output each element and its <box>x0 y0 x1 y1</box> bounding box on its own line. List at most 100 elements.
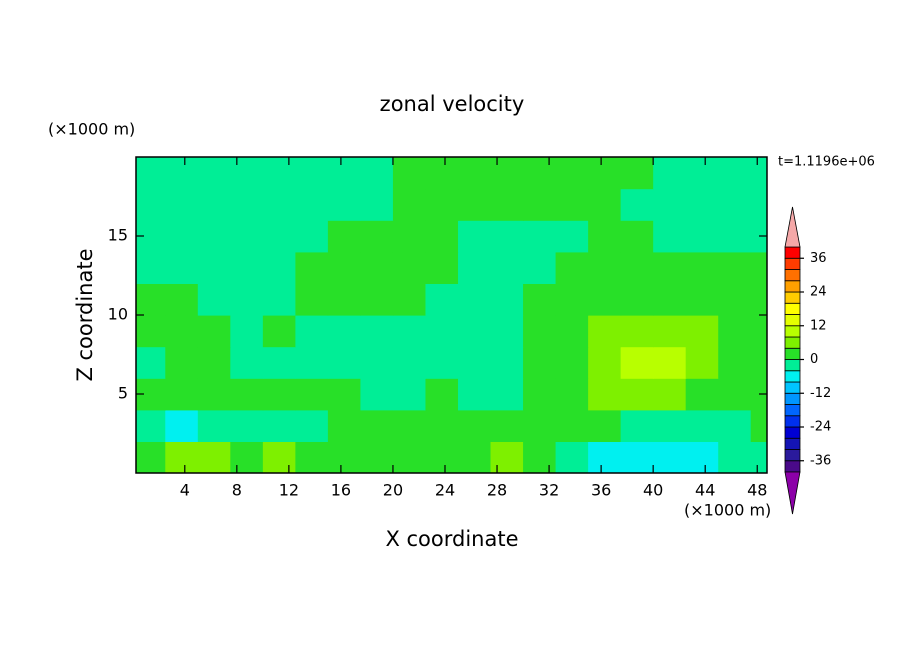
contour-cell <box>653 157 687 190</box>
contour-cell <box>685 157 719 190</box>
contour-cell <box>392 283 427 316</box>
y-unit: (×1000 m) <box>48 120 135 139</box>
contour-cell <box>360 220 394 253</box>
contour-cell <box>653 188 687 221</box>
x-tick-label: 40 <box>643 481 663 500</box>
contour-cell <box>392 251 427 284</box>
contour-cell <box>685 188 719 221</box>
colorbar-label: -24 <box>810 420 831 435</box>
contour-cell <box>230 188 264 221</box>
contour-cell <box>165 251 199 284</box>
contour-cell <box>750 441 767 473</box>
contour-cell <box>523 378 557 411</box>
colorbar-box <box>784 257 801 270</box>
contour-cell <box>262 346 296 379</box>
colorbar-box <box>784 460 801 473</box>
chart-title: zonal velocity <box>380 92 525 116</box>
contour-cell <box>620 283 654 316</box>
contour-cell <box>555 283 589 316</box>
contour-field <box>136 157 767 473</box>
contour-cell <box>588 315 622 348</box>
contour-cell <box>230 346 264 379</box>
contour-cell <box>392 409 427 442</box>
contour-cell <box>458 346 492 379</box>
contour-cell <box>262 283 296 316</box>
colorbar-box <box>784 404 801 417</box>
contour-cell <box>327 409 362 442</box>
contour-cell <box>490 378 524 411</box>
contour-cell <box>392 346 427 379</box>
x-axis-label: X coordinate <box>385 527 518 551</box>
colorbar-box <box>784 449 801 462</box>
contour-cell <box>425 378 459 411</box>
contour-cell <box>750 220 767 253</box>
colorbar-label: 12 <box>810 318 827 333</box>
contour-cell <box>750 157 767 190</box>
contour-cell <box>685 378 719 411</box>
contour-cell <box>620 315 654 348</box>
contour-cell <box>197 346 231 379</box>
contour-cell <box>392 220 427 253</box>
contour-cell <box>653 378 687 411</box>
contour-cell <box>197 283 231 316</box>
contour-cell <box>750 315 767 348</box>
contour-cell <box>327 378 362 411</box>
contour-cell <box>360 441 394 473</box>
x-tick-label: 16 <box>331 481 351 500</box>
contour-cell <box>230 409 264 442</box>
contour-cell <box>230 220 264 253</box>
contour-cell <box>718 188 752 221</box>
contour-cell <box>327 441 362 473</box>
contour-cell <box>555 188 589 221</box>
contour-cell <box>360 283 394 316</box>
contour-cell <box>620 251 654 284</box>
contour-cell <box>425 251 459 284</box>
contour-cell <box>685 346 719 379</box>
contour-cell <box>425 441 459 473</box>
contour-cell <box>458 188 492 221</box>
contour-cell <box>392 188 427 221</box>
contour-cell <box>425 188 459 221</box>
colorbar-box <box>784 280 801 293</box>
contour-cell <box>262 441 296 473</box>
contour-cell <box>750 251 767 284</box>
contour-cell <box>718 441 752 473</box>
contour-cell <box>490 409 524 442</box>
colorbar-box <box>784 314 801 327</box>
contour-cell <box>588 378 622 411</box>
contour-cell <box>458 315 492 348</box>
contour-cell <box>458 157 492 190</box>
contour-cell <box>327 251 362 284</box>
colorbar-box <box>784 325 801 338</box>
contour-cell <box>136 315 166 348</box>
contour-cell <box>197 251 231 284</box>
colorbar-extension-high <box>784 206 801 248</box>
contour-cell <box>458 283 492 316</box>
contour-cell <box>555 409 589 442</box>
contour-cell <box>327 188 362 221</box>
contour-cell <box>360 315 394 348</box>
contour-cell <box>458 409 492 442</box>
contour-cell <box>458 441 492 473</box>
contour-cell <box>392 378 427 411</box>
contour-cell <box>230 378 264 411</box>
contour-cell <box>620 220 654 253</box>
contour-cell <box>327 220 362 253</box>
contour-cell <box>555 441 589 473</box>
contour-cell <box>685 409 719 442</box>
contour-cell <box>230 315 264 348</box>
contour-cell <box>555 346 589 379</box>
x-tick-label: 48 <box>747 481 767 500</box>
contour-cell <box>136 441 166 473</box>
contour-cell <box>588 157 622 190</box>
x-tick-label: 8 <box>232 481 242 500</box>
contour-cell <box>653 283 687 316</box>
contour-cell <box>295 441 329 473</box>
contour-cell <box>392 441 427 473</box>
contour-cell <box>718 220 752 253</box>
contour-cell <box>588 251 622 284</box>
contour-cell <box>685 251 719 284</box>
contour-cell <box>327 283 362 316</box>
contour-cell <box>165 315 199 348</box>
